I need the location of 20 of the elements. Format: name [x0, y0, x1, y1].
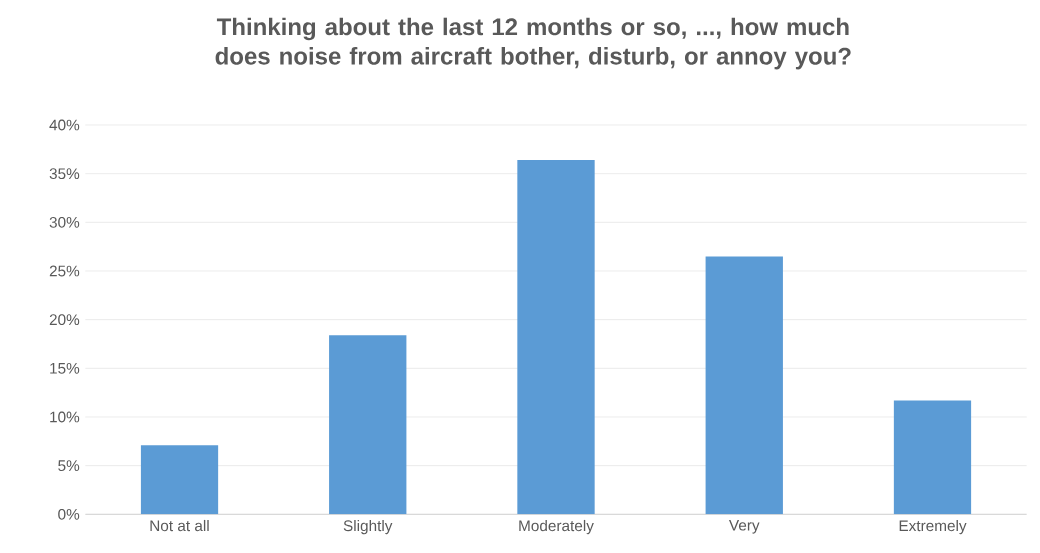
x-tick-label: Moderately: [519, 519, 594, 535]
y-tick-label: 30%: [49, 216, 80, 228]
x-tick-label: Very: [728, 519, 760, 534]
y-tick-label: 10%: [50, 411, 80, 423]
y-tick-label: 15%: [50, 362, 80, 374]
bar: [893, 400, 972, 515]
y-tick-label: 25%: [49, 265, 80, 277]
x-tick-label: Extremely: [899, 519, 967, 535]
x-tick-label: Not at all: [150, 519, 209, 532]
y-tick-label: 0%: [58, 508, 80, 520]
chart-title: Thinking about the last 12 months or so, ..., how much does noise from aircraft bother, disturb, or annoy you?: [215, 17, 851, 70]
bar: [517, 160, 595, 515]
y-tick-label: 5%: [58, 460, 80, 472]
x-tick-label: Slightly: [343, 519, 393, 535]
bar: [329, 335, 407, 515]
y-tick-label: 35%: [49, 168, 80, 180]
y-tick-label: 20%: [49, 314, 80, 326]
bar: [140, 445, 219, 515]
bar: [705, 256, 783, 515]
y-tick-label: 40%: [49, 119, 80, 131]
